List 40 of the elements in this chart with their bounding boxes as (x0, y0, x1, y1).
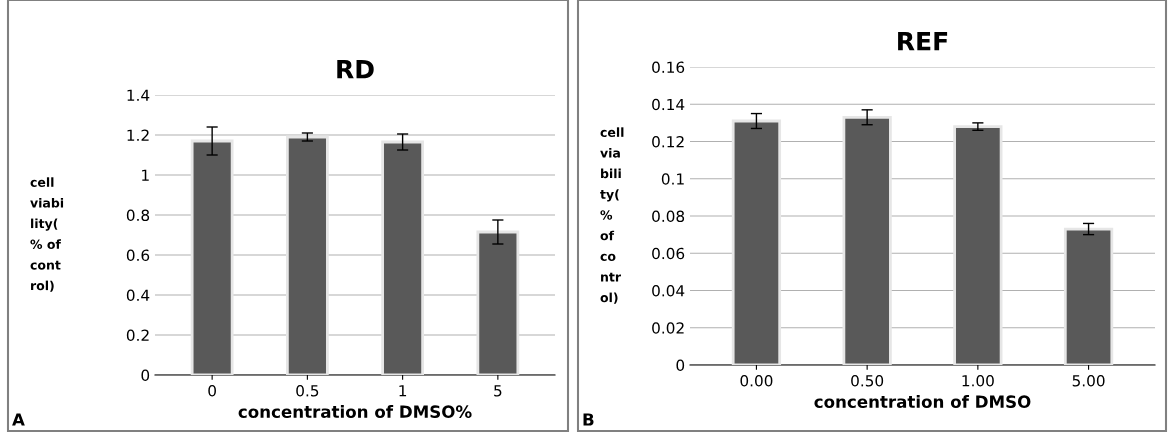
y-tick-label: 1 (142, 169, 149, 181)
x-tick-label: 0 (208, 384, 216, 397)
x-tick-label: 5 (494, 385, 502, 397)
x-axis-title: concentration of DMSO% (238, 405, 472, 418)
y-tick-label: 0.6 (126, 249, 150, 262)
text: A (12, 413, 25, 426)
text: B (583, 413, 594, 426)
y-tick-label: 0.08 (652, 210, 685, 223)
chart-title: REF (898, 32, 948, 51)
x-tick-label: 5.00 (1072, 374, 1105, 387)
y-axis-title: cell viabi lity( % of cont rol) (30, 177, 64, 292)
chart-title: RD (337, 60, 374, 79)
bar (190, 139, 234, 375)
x-tick-label: 0.50 (851, 374, 884, 387)
y-tick-label: 0.02 (652, 322, 684, 334)
text: cell via bili ty( % of co ntr ol) (600, 127, 624, 304)
y-tick-label: 1.4 (127, 89, 150, 101)
bar (953, 125, 1003, 365)
x-axis-title: concentration of DMSO (814, 395, 1031, 408)
y-tick-label: 0.12 (652, 135, 684, 148)
bar (731, 119, 782, 365)
bar (476, 230, 520, 375)
bar (842, 115, 892, 365)
bar (381, 140, 425, 375)
x-tick-label: 1.00 (962, 374, 994, 387)
y-tick-label: 0.4 (126, 289, 150, 302)
y-tick-label: 0.06 (652, 247, 685, 260)
y-tick-label: 0.1 (661, 173, 684, 185)
x-tick-label: 0.5 (296, 384, 319, 397)
y-tick-label: 0.16 (652, 61, 685, 74)
y-tick-label: 0.04 (652, 284, 685, 297)
bar (1063, 227, 1114, 365)
y-tick-label: 0.8 (126, 209, 150, 222)
x-tick-label: 1 (399, 385, 407, 397)
y-tick-label: 0.14 (652, 98, 685, 111)
y-tick-label: 1.2 (127, 129, 149, 141)
y-tick-label: 0.2 (126, 329, 149, 342)
bar (285, 135, 329, 375)
y-tick-label: 0 (676, 359, 685, 372)
x-tick-label: 0.00 (740, 374, 773, 387)
